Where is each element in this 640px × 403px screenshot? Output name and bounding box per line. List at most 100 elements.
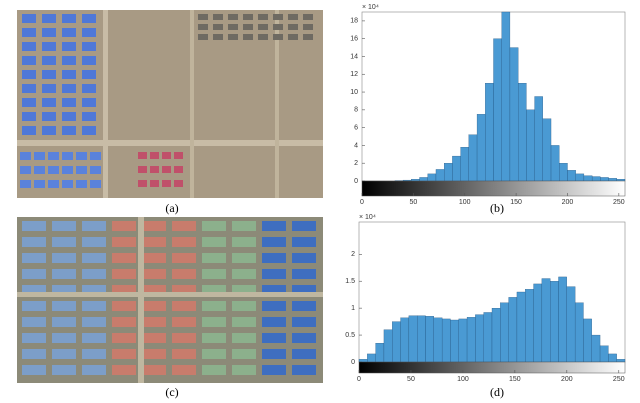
roof — [232, 317, 256, 327]
x-tick-label: 250 — [613, 199, 625, 206]
bar — [411, 179, 419, 181]
roof — [150, 180, 159, 187]
x-tick-label: 150 — [510, 199, 522, 206]
roof — [34, 152, 45, 160]
roof — [82, 112, 96, 121]
bar — [450, 320, 458, 362]
x-tick-label: 0 — [360, 199, 364, 206]
bar — [461, 147, 469, 181]
bar — [559, 277, 567, 362]
road — [17, 292, 323, 297]
roof — [262, 349, 286, 359]
roof — [62, 166, 73, 174]
roof — [48, 152, 59, 160]
roof — [42, 70, 56, 79]
roof — [262, 333, 286, 343]
roof — [172, 237, 196, 247]
roof — [112, 269, 136, 279]
bar — [518, 83, 526, 181]
bar — [469, 135, 477, 181]
roof — [42, 126, 56, 135]
x-tick-label: 150 — [509, 376, 521, 383]
building — [213, 14, 223, 20]
roof — [22, 365, 46, 375]
bar — [436, 169, 444, 181]
bar — [542, 279, 550, 362]
bar — [517, 292, 525, 362]
roof — [42, 112, 56, 121]
roof — [52, 221, 76, 231]
bar — [584, 176, 592, 181]
bar — [576, 174, 584, 181]
building — [273, 14, 283, 20]
y-scale-label: × 10⁴ — [362, 4, 379, 11]
roof — [262, 221, 286, 231]
roof — [292, 317, 316, 327]
bar — [434, 318, 442, 362]
roof — [62, 42, 76, 51]
roof — [82, 333, 106, 343]
x-tick-label: 50 — [407, 376, 415, 383]
roof — [162, 166, 171, 173]
roof — [202, 349, 226, 359]
bar — [617, 179, 625, 181]
roof — [202, 253, 226, 263]
bar — [559, 163, 567, 181]
roof — [82, 253, 106, 263]
caption: (b) — [490, 201, 504, 215]
roof — [82, 28, 96, 37]
roof — [262, 317, 286, 327]
building — [198, 34, 208, 40]
roof — [232, 301, 256, 311]
bar — [492, 308, 500, 362]
bar — [494, 39, 502, 181]
building — [243, 14, 253, 20]
y-tick-label: 2 — [354, 160, 358, 167]
y-tick-label: 12 — [350, 71, 358, 78]
bar — [617, 359, 625, 362]
y-tick-label: 18 — [350, 18, 358, 25]
building — [288, 34, 298, 40]
roof — [174, 152, 183, 159]
building — [213, 24, 223, 30]
roof — [22, 28, 36, 37]
roof — [292, 269, 316, 279]
roof — [142, 317, 166, 327]
roof — [262, 237, 286, 247]
colorbar — [359, 362, 625, 373]
building — [198, 14, 208, 20]
x-tick-label: 100 — [457, 376, 469, 383]
roof — [232, 269, 256, 279]
bar — [459, 319, 467, 362]
roof — [82, 56, 96, 65]
roof — [138, 166, 147, 173]
roof — [82, 14, 96, 23]
bar — [502, 12, 510, 181]
roof — [138, 152, 147, 159]
bar — [426, 316, 434, 362]
roof — [292, 237, 316, 247]
bar — [442, 319, 450, 362]
bar — [475, 315, 483, 362]
roof — [162, 152, 171, 159]
roof — [202, 221, 226, 231]
roof — [52, 365, 76, 375]
roof — [174, 166, 183, 173]
roof — [22, 269, 46, 279]
roof — [62, 14, 76, 23]
roof — [42, 28, 56, 37]
roof — [172, 333, 196, 343]
x-tick-label: 50 — [409, 199, 417, 206]
roof — [22, 237, 46, 247]
bar — [543, 119, 551, 181]
roof — [142, 365, 166, 375]
roof — [142, 301, 166, 311]
roof — [142, 221, 166, 231]
roof — [22, 317, 46, 327]
building — [243, 24, 253, 30]
roof — [76, 180, 87, 188]
building — [243, 34, 253, 40]
building — [228, 24, 238, 30]
roof — [62, 28, 76, 37]
roof — [172, 221, 196, 231]
